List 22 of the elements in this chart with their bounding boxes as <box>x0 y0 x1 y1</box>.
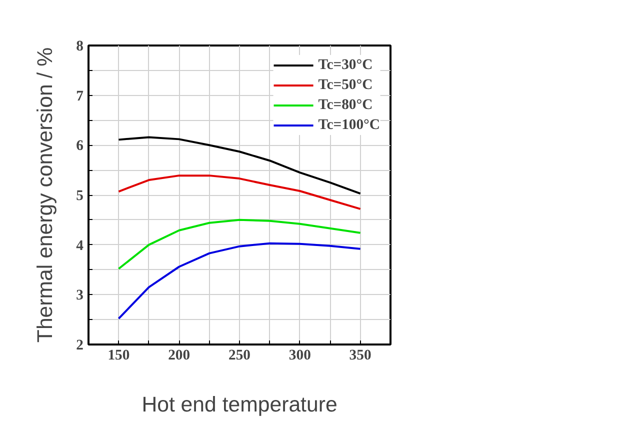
line-series <box>118 218 362 270</box>
x-tick-label: 300 <box>288 348 311 364</box>
legend-label: Tc=50°C <box>318 76 373 94</box>
x-tick-label: 250 <box>228 348 250 364</box>
y-tick-label: 8 <box>76 38 84 54</box>
y-tick-label: 7 <box>76 88 84 104</box>
line-series <box>118 136 362 195</box>
y-tick-label: 6 <box>76 138 84 154</box>
y-tick-label: 2 <box>76 338 84 354</box>
x-axis-title: Hot end temperature <box>142 392 338 416</box>
legend-label: Tc=30°C <box>318 56 373 74</box>
x-tick-label: 150 <box>108 348 130 364</box>
x-tick-label: 350 <box>349 348 372 364</box>
y-tick-label: 5 <box>76 188 84 204</box>
legend-label: Tc=80°C <box>318 96 373 114</box>
legend-label: Tc=100°C <box>318 116 380 134</box>
x-tick-label: 200 <box>168 348 190 364</box>
y-axis-title: Thermal energy conversion / % <box>33 47 58 343</box>
line-series <box>118 174 362 210</box>
y-tick-label: 4 <box>76 238 84 254</box>
y-tick-label: 3 <box>76 288 84 304</box>
line-series <box>118 242 362 320</box>
